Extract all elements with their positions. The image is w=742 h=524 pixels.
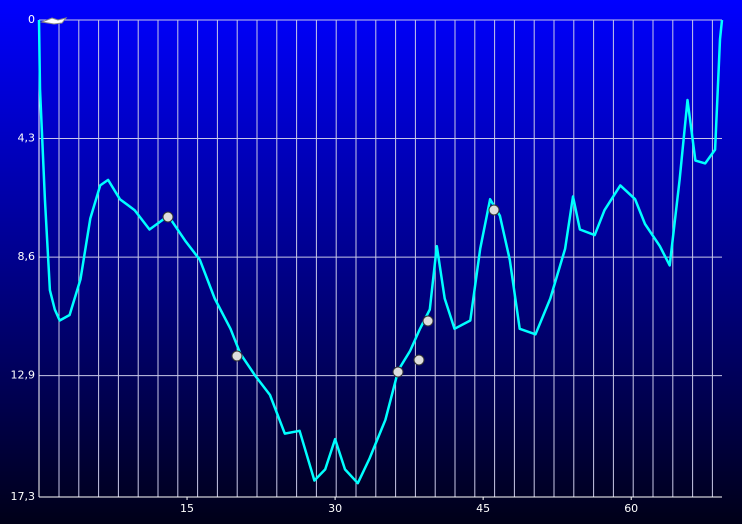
x-tick-label: 15 xyxy=(180,502,194,515)
y-tick-label: 12,9 xyxy=(11,369,36,382)
y-tick-label: 0 xyxy=(28,13,35,26)
x-tick-label: 60 xyxy=(624,502,638,515)
x-tick-label: 45 xyxy=(476,502,490,515)
x-tick-label: 30 xyxy=(328,502,342,515)
marker xyxy=(231,350,243,362)
diver-icon xyxy=(40,17,68,25)
marker xyxy=(488,204,500,216)
marker xyxy=(413,354,425,366)
marker xyxy=(392,366,404,378)
y-tick-label: 17,3 xyxy=(11,490,36,503)
minor-grid xyxy=(58,20,713,497)
marker xyxy=(422,315,434,327)
marker xyxy=(162,211,174,223)
y-tick-label: 4,3 xyxy=(18,132,36,145)
y-tick-label: 8,6 xyxy=(18,250,36,263)
event-markers xyxy=(40,17,500,378)
